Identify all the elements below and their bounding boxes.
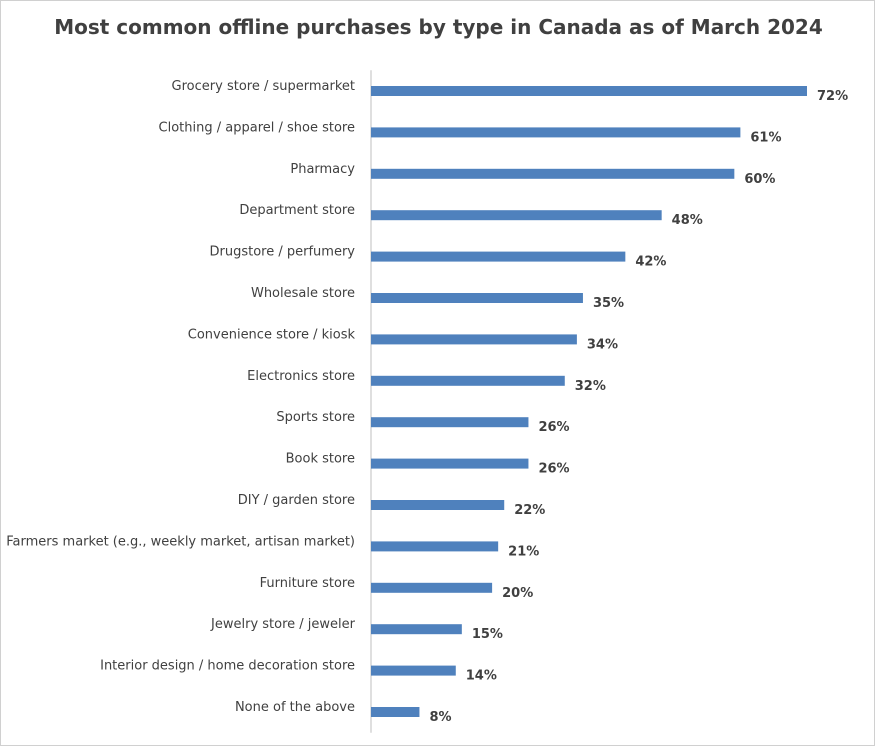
category-label: Sports store (276, 410, 355, 425)
data-label: 48% (672, 213, 703, 228)
bar (371, 582, 493, 593)
category-label: None of the above (235, 700, 355, 715)
bar (371, 210, 662, 221)
category-label: Farmers market (e.g., weekly market, art… (6, 534, 355, 549)
category-label: Drugstore / perfumery (210, 245, 356, 260)
bar (371, 251, 626, 262)
bar (371, 375, 565, 386)
data-label: 32% (575, 379, 606, 394)
category-label: Clothing / apparel / shoe store (159, 120, 355, 135)
data-label: 35% (593, 296, 624, 311)
category-label: Grocery store / supermarket (172, 79, 355, 94)
data-label: 15% (472, 627, 503, 642)
category-label: Electronics store (247, 369, 355, 384)
bar (371, 541, 499, 552)
category-label: Wholesale store (251, 286, 355, 301)
data-label: 72% (817, 89, 848, 104)
data-label: 26% (538, 420, 569, 435)
data-label: 21% (508, 544, 539, 559)
bar (371, 458, 529, 469)
data-label: 22% (514, 503, 545, 518)
data-label: 8% (429, 710, 451, 725)
data-label: 34% (587, 337, 618, 352)
category-label: Furniture store (260, 576, 355, 591)
bar (371, 417, 529, 428)
bar (371, 86, 807, 96)
bar (371, 168, 735, 179)
chart-title: Most common offline purchases by type in… (54, 15, 823, 39)
bar (371, 293, 583, 303)
bar (371, 707, 420, 717)
category-label: Interior design / home decoration store (100, 659, 355, 674)
data-label: 60% (744, 172, 775, 187)
category-label: Pharmacy (290, 162, 355, 177)
category-label: DIY / garden store (238, 493, 355, 508)
bar (371, 127, 741, 138)
category-label: Department store (239, 203, 355, 218)
data-label: 20% (502, 586, 533, 601)
category-label: Book store (286, 452, 355, 467)
data-label: 42% (635, 255, 666, 270)
bar (371, 334, 577, 345)
category-label: Jewelry store / jeweler (210, 617, 356, 632)
data-label: 26% (538, 462, 569, 477)
category-label: Convenience store / kiosk (188, 327, 356, 342)
bar (371, 500, 505, 510)
bar (371, 665, 456, 676)
data-label: 61% (750, 130, 781, 145)
data-label: 14% (466, 669, 497, 684)
bar (371, 624, 462, 635)
